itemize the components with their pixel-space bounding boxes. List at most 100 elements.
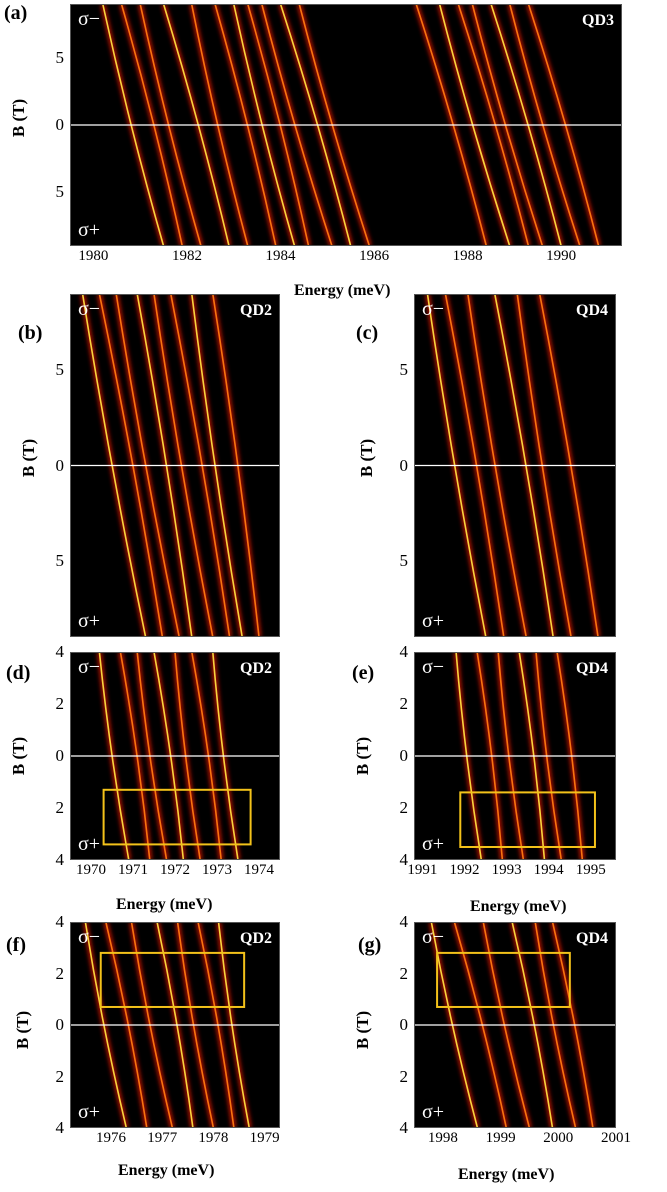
y-tick-label: 5: [399, 360, 409, 380]
x-tick-label: 1972: [160, 862, 190, 878]
sigma-minus-label: σ−: [78, 8, 101, 30]
y-tick-label: 4: [55, 1118, 65, 1137]
heatmap-c: QD4 σ− σ+: [414, 294, 616, 637]
y-tick-label: 2: [399, 963, 409, 983]
heatmap-g: QD4 σ− σ+: [414, 922, 616, 1128]
y-tick-label: 5: [399, 550, 409, 570]
y-tick-label: 2: [55, 963, 65, 983]
x-tick-label: 1984: [265, 248, 296, 264]
heatmap-svg: [414, 922, 616, 1128]
y-tick-label: 4: [55, 642, 65, 661]
panel-letter-g: (g): [358, 934, 382, 956]
highlight-box: [436, 951, 571, 1008]
y-tick-label: 4: [55, 850, 65, 869]
qd-label: QD2: [240, 930, 272, 947]
qd-label: QD4: [576, 660, 608, 677]
x-tick-label: 1973: [202, 862, 232, 878]
x-tick-label: 1979: [249, 1130, 280, 1146]
plot-frame: [414, 294, 616, 637]
x-tick-label: 1995: [575, 862, 606, 878]
x-tick-label: 1977: [147, 1130, 178, 1146]
y-tick-label: 2: [399, 798, 409, 817]
x-tick-label: 1982: [171, 248, 202, 264]
y-tick-label: 0: [55, 746, 65, 765]
heatmap-b: QD2 σ− σ+: [70, 294, 280, 637]
y-tick-label: 5: [55, 550, 65, 570]
heatmap-svg: [414, 652, 616, 860]
ylabel-a: B (T): [9, 98, 29, 138]
sigma-minus-label: σ−: [78, 926, 101, 948]
sigma-plus-label: σ+: [422, 610, 445, 632]
x-tick-label: 1999: [485, 1130, 516, 1146]
x-tick-label: 1998: [427, 1130, 458, 1146]
y-tick-label: 2: [55, 798, 65, 817]
sigma-plus-label: σ+: [422, 1101, 445, 1123]
y-tick-label: 2: [55, 694, 65, 713]
ylabel-f: B (T): [13, 1010, 33, 1050]
ylabel-g: B (T): [353, 1010, 373, 1050]
y-tick-label: 4: [399, 912, 409, 931]
y-tick-label: 4: [55, 912, 65, 931]
y-tick-label: 2: [399, 1066, 409, 1086]
y-tick-label: 4: [399, 1118, 409, 1137]
y-tick-label: 0: [399, 746, 409, 765]
x-tick-label: 1991: [407, 862, 438, 878]
qd-label: QD3: [582, 12, 614, 29]
qd-label: QD2: [240, 302, 272, 319]
x-tick-label: 1976: [95, 1130, 126, 1146]
y-tick-label: 0: [55, 455, 65, 475]
panel-letter-e: (e): [352, 662, 375, 684]
y-tick-label: 0: [55, 115, 65, 134]
plot-frame: [70, 922, 280, 1128]
heatmap-svg: [414, 294, 616, 637]
sigma-plus-label: σ+: [78, 1101, 101, 1123]
panel-letter-d: (d): [6, 662, 31, 684]
y-tick-label: 5: [55, 360, 65, 380]
y-tick-label: 0: [399, 1015, 409, 1034]
highlight-box: [102, 788, 252, 846]
ylabel-c: B (T): [357, 438, 377, 478]
plot-frame: [414, 652, 616, 860]
sigma-minus-label: σ−: [422, 656, 445, 678]
x-tick-label: 1988: [452, 248, 483, 264]
panel-letter-a: (a): [4, 2, 28, 24]
sigma-plus-label: σ+: [78, 219, 101, 241]
heatmap-e: QD4 σ− σ+: [414, 652, 616, 860]
y-tick-label: 2: [55, 1066, 65, 1086]
x-tick-label: 1978: [198, 1130, 229, 1146]
xlabel-a: Energy (meV): [294, 282, 391, 299]
panel-letter-f: (f): [6, 934, 26, 956]
y-tick-label: 0: [55, 1015, 65, 1034]
plot-frame: [70, 4, 622, 246]
heatmap-svg: [70, 4, 622, 246]
heatmap-svg: [70, 294, 280, 637]
y-tick-label: 5: [55, 182, 65, 202]
xlabel-f: Energy (meV): [118, 1162, 215, 1179]
y-tick-label: 4: [399, 642, 409, 661]
x-tick-label: 1970: [76, 862, 106, 878]
xlabel-g: Energy (meV): [458, 1166, 555, 1183]
y-tick-label: 5: [55, 47, 65, 67]
ylabel-b: B (T): [19, 438, 39, 478]
ylabel-d: B (T): [9, 736, 29, 776]
qd-label: QD4: [576, 930, 608, 947]
plot-frame: [70, 294, 280, 637]
plot-frame: [414, 922, 616, 1128]
xlabel-d: Energy (meV): [116, 896, 213, 913]
x-tick-label: 2000: [543, 1130, 574, 1146]
panel-letter-b: (b): [18, 322, 43, 344]
sigma-minus-label: σ−: [422, 926, 445, 948]
x-tick-label: 1980: [78, 248, 109, 264]
qd-label: QD2: [240, 660, 272, 677]
sigma-plus-label: σ+: [78, 833, 101, 855]
x-tick-label: 1986: [359, 248, 390, 264]
highlight-box: [459, 791, 596, 848]
y-tick-label: 4: [399, 850, 409, 869]
ylabel-e: B (T): [353, 736, 373, 776]
heatmap-d: QD2 σ− σ+: [70, 652, 280, 860]
x-tick-label: 1994: [533, 862, 564, 878]
panel-letter-c: (c): [356, 322, 379, 344]
y-tick-label: 2: [399, 694, 409, 713]
y-tick-label: 0: [399, 455, 409, 475]
